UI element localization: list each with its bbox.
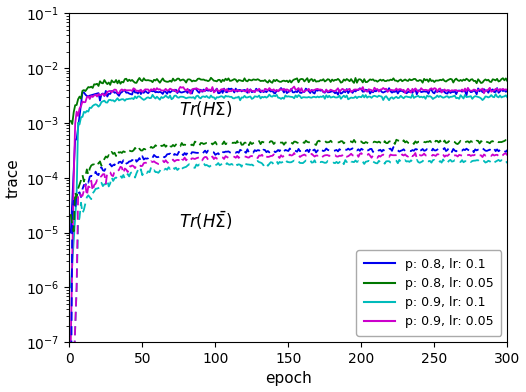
p: 0.9, lr: 0.05: (254, 0.00427): 0.9, lr: 0.05: (254, 0.00427) xyxy=(437,86,443,91)
p: 0.8, lr: 0.05: (180, 0.0062): 0.8, lr: 0.05: (180, 0.0062) xyxy=(329,77,335,82)
p: 0.9, lr: 0.05: (300, 0.004): 0.9, lr: 0.05: (300, 0.004) xyxy=(504,87,510,92)
Line: p: 0.8, lr: 0.1: p: 0.8, lr: 0.1 xyxy=(71,88,507,232)
p: 0.9, lr: 0.1: (178, 0.00313): 0.9, lr: 0.1: (178, 0.00313) xyxy=(326,93,332,98)
p: 0.9, lr: 0.05: (154, 0.00462): 0.9, lr: 0.05: (154, 0.00462) xyxy=(291,84,297,89)
p: 0.9, lr: 0.05: (180, 0.00393): 0.9, lr: 0.05: (180, 0.00393) xyxy=(329,88,335,93)
p: 0.9, lr: 0.1: (253, 0.00297): 0.9, lr: 0.1: (253, 0.00297) xyxy=(436,95,442,100)
Text: $\it{Tr}(H\bar{\Sigma})$: $\it{Tr}(H\bar{\Sigma})$ xyxy=(179,210,232,232)
p: 0.9, lr: 0.1: (1, 1e-06): 0.9, lr: 0.1: (1, 1e-06) xyxy=(68,285,74,290)
p: 0.9, lr: 0.05: (2, 3.16e-06): 0.9, lr: 0.05: (2, 3.16e-06) xyxy=(69,258,75,262)
p: 0.8, lr: 0.05: (3, 0.00157): 0.8, lr: 0.05: (3, 0.00157) xyxy=(70,110,77,114)
p: 0.8, lr: 0.1: (300, 0.00388): 0.8, lr: 0.1: (300, 0.00388) xyxy=(504,88,510,93)
p: 0.9, lr: 0.1: (184, 0.00295): 0.9, lr: 0.1: (184, 0.00295) xyxy=(335,95,341,100)
p: 0.8, lr: 0.05: (1, 0.00109): 0.8, lr: 0.05: (1, 0.00109) xyxy=(68,119,74,123)
X-axis label: epoch: epoch xyxy=(265,372,312,387)
p: 0.8, lr: 0.05: (186, 0.00544): 0.8, lr: 0.05: (186, 0.00544) xyxy=(338,80,344,85)
p: 0.8, lr: 0.05: (2, 0.000956): 0.8, lr: 0.05: (2, 0.000956) xyxy=(69,122,75,126)
p: 0.9, lr: 0.1: (272, 0.00296): 0.9, lr: 0.1: (272, 0.00296) xyxy=(463,95,470,100)
p: 0.9, lr: 0.05: (185, 0.00366): 0.9, lr: 0.05: (185, 0.00366) xyxy=(336,90,342,94)
p: 0.8, lr: 0.1: (180, 0.0038): 0.8, lr: 0.1: (180, 0.0038) xyxy=(329,89,335,94)
Legend: p: 0.8, lr: 0.1, p: 0.8, lr: 0.05, p: 0.9, lr: 0.1, p: 0.9, lr: 0.05: p: 0.8, lr: 0.1, p: 0.8, lr: 0.05, p: 0.… xyxy=(356,250,501,336)
p: 0.8, lr: 0.1: (2, 3.68e-05): 0.8, lr: 0.1: (2, 3.68e-05) xyxy=(69,199,75,204)
p: 0.9, lr: 0.05: (1, 1e-07): 0.9, lr: 0.05: (1, 1e-07) xyxy=(68,340,74,345)
p: 0.9, lr: 0.1: (300, 0.00293): 0.9, lr: 0.1: (300, 0.00293) xyxy=(504,95,510,100)
p: 0.9, lr: 0.1: (2, 2.66e-06): 0.9, lr: 0.1: (2, 2.66e-06) xyxy=(69,262,75,267)
p: 0.8, lr: 0.1: (185, 0.00394): 0.8, lr: 0.1: (185, 0.00394) xyxy=(336,88,342,93)
Line: p: 0.9, lr: 0.05: p: 0.9, lr: 0.05 xyxy=(71,87,507,342)
p: 0.8, lr: 0.05: (300, 0.00582): 0.8, lr: 0.05: (300, 0.00582) xyxy=(504,79,510,83)
p: 0.8, lr: 0.05: (274, 0.00578): 0.8, lr: 0.05: (274, 0.00578) xyxy=(466,79,472,83)
p: 0.8, lr: 0.1: (254, 0.00373): 0.8, lr: 0.1: (254, 0.00373) xyxy=(437,89,443,94)
p: 0.8, lr: 0.1: (179, 0.0037): 0.8, lr: 0.1: (179, 0.0037) xyxy=(328,89,334,94)
p: 0.8, lr: 0.1: (1, 1e-05): 0.8, lr: 0.1: (1, 1e-05) xyxy=(68,230,74,235)
Line: p: 0.9, lr: 0.1: p: 0.9, lr: 0.1 xyxy=(71,94,507,287)
p: 0.9, lr: 0.1: (179, 0.00291): 0.9, lr: 0.1: (179, 0.00291) xyxy=(328,95,334,100)
p: 0.9, lr: 0.1: (292, 0.00337): 0.9, lr: 0.1: (292, 0.00337) xyxy=(492,92,499,96)
p: 0.9, lr: 0.05: (273, 0.00435): 0.9, lr: 0.05: (273, 0.00435) xyxy=(465,85,471,90)
p: 0.8, lr: 0.05: (97, 0.00668): 0.8, lr: 0.05: (97, 0.00668) xyxy=(208,75,214,80)
Y-axis label: trace: trace xyxy=(6,158,21,198)
p: 0.8, lr: 0.05: (181, 0.00586): 0.8, lr: 0.05: (181, 0.00586) xyxy=(330,78,337,83)
Line: p: 0.8, lr: 0.05: p: 0.8, lr: 0.05 xyxy=(71,78,507,124)
p: 0.8, lr: 0.05: (255, 0.00602): 0.8, lr: 0.05: (255, 0.00602) xyxy=(439,78,445,83)
p: 0.8, lr: 0.1: (145, 0.00434): 0.8, lr: 0.1: (145, 0.00434) xyxy=(278,86,284,91)
Text: $\it{Tr}(H\Sigma)$: $\it{Tr}(H\Sigma)$ xyxy=(179,99,232,119)
p: 0.8, lr: 0.1: (273, 0.00425): 0.8, lr: 0.1: (273, 0.00425) xyxy=(465,86,471,91)
p: 0.9, lr: 0.05: (179, 0.00404): 0.9, lr: 0.05: (179, 0.00404) xyxy=(328,87,334,92)
